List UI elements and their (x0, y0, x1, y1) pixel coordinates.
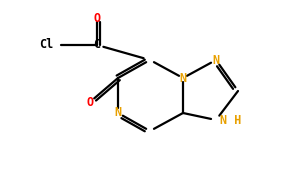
Text: Cl: Cl (39, 39, 53, 52)
Text: N H: N H (220, 113, 241, 127)
Text: O: O (86, 96, 94, 108)
Text: N: N (114, 106, 122, 119)
Text: N: N (212, 54, 219, 66)
Text: C: C (94, 39, 101, 52)
Text: N: N (179, 71, 186, 85)
Text: O: O (94, 12, 101, 24)
